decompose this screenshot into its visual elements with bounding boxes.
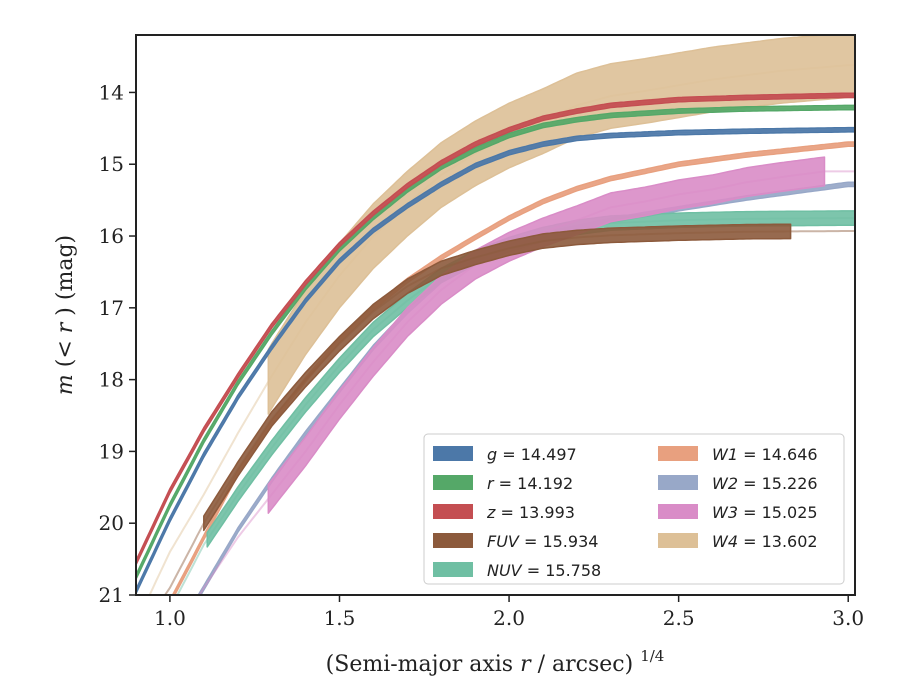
x-tick-label: 2.0 xyxy=(493,606,525,630)
legend-label-w1: W1 = 14.646 xyxy=(712,445,818,464)
ticks-layer: 1.0 1.5 2.0 2.5 3.0 14 15 16 17 18 19 20 21 xyxy=(99,80,865,630)
y-tick-label: 21 xyxy=(99,583,124,607)
series-z-band xyxy=(136,92,855,566)
legend-label-w4: W4 = 13.602 xyxy=(712,532,818,551)
legend-box xyxy=(423,433,845,585)
legend-swatch-g xyxy=(433,446,473,461)
y-tick-label: 17 xyxy=(99,296,124,320)
legend-swatch-w4 xyxy=(658,533,698,548)
legend: g = 14.497 r = 14.192 z = 13.993 FUV = 15.9… xyxy=(423,433,845,585)
y-axis-title-mid: (< xyxy=(53,333,78,367)
legend-swatch-fuv xyxy=(433,533,473,548)
legend-label-w3: W3 = 15.025 xyxy=(712,503,818,522)
y-tick-label: 19 xyxy=(99,439,124,463)
y-tick-label: 16 xyxy=(99,224,124,248)
x-axis-title-main: (Semi-major axis xyxy=(326,652,520,677)
y-tick-label: 18 xyxy=(99,368,124,392)
series-layer xyxy=(136,35,855,595)
x-tick-label: 1.5 xyxy=(324,606,356,630)
legend-label-r: r = 14.192 xyxy=(487,474,573,493)
series-fuv-band xyxy=(203,223,792,532)
legend-swatch-z xyxy=(433,504,473,519)
y-axis-title-m: m xyxy=(53,374,78,395)
x-axis-title: (Semi-major axis r / arcsec) 1/4 xyxy=(326,647,665,677)
series-fuv xyxy=(163,223,855,595)
x-axis-title-tail: / arcsec) xyxy=(538,652,634,677)
y-axis-title: m (< r ) (mag) xyxy=(53,235,78,395)
series-g-band xyxy=(136,126,855,595)
x-tick-label: 1.0 xyxy=(154,606,186,630)
legend-swatch-w2 xyxy=(658,475,698,490)
legend-label-w2: W2 = 15.226 xyxy=(712,474,818,493)
legend-swatch-w3 xyxy=(658,504,698,519)
legend-label-nuv: NUV = 15.758 xyxy=(487,561,601,580)
legend-swatch-w1 xyxy=(658,446,698,461)
series-g xyxy=(136,126,855,595)
legend-swatch-r xyxy=(433,475,473,490)
y-tick-label: 20 xyxy=(99,511,124,535)
x-axis-title-exp: 1/4 xyxy=(640,647,664,665)
plot-frame xyxy=(135,34,856,596)
y-axis-title-tail: ) (mag) xyxy=(53,235,78,316)
legend-label-fuv: FUV = 15.934 xyxy=(487,532,598,551)
y-tick-label: 15 xyxy=(99,152,124,176)
x-axis-title-var: r xyxy=(520,652,532,677)
legend-label-z: z = 13.993 xyxy=(486,503,575,522)
series-z xyxy=(136,92,855,566)
y-tick-label: 14 xyxy=(99,80,124,104)
legend-swatch-nuv xyxy=(433,562,473,577)
x-tick-label: 2.5 xyxy=(663,606,695,630)
x-tick-label: 3.0 xyxy=(832,606,864,630)
legend-label-g: g = 14.497 xyxy=(487,445,577,464)
y-axis-title-r: r xyxy=(53,321,78,333)
